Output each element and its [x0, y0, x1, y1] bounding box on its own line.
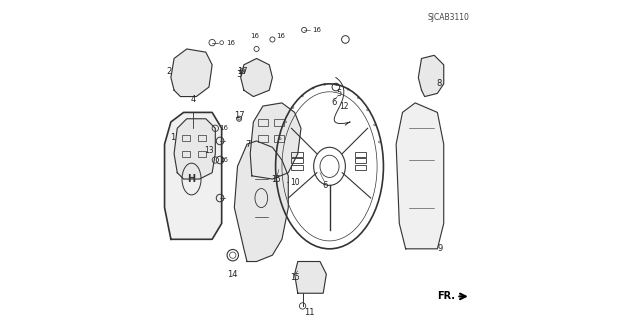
Text: 6: 6	[332, 99, 337, 108]
Text: 5: 5	[337, 89, 342, 98]
Polygon shape	[241, 59, 273, 97]
Polygon shape	[171, 49, 212, 97]
Polygon shape	[419, 55, 444, 97]
Text: H: H	[188, 174, 196, 184]
Text: 7: 7	[245, 140, 250, 148]
Text: 16: 16	[276, 33, 285, 39]
Text: 15: 15	[290, 273, 300, 282]
Text: 17: 17	[234, 111, 244, 120]
Text: 2: 2	[166, 67, 172, 76]
Text: 17: 17	[237, 67, 248, 76]
Text: 3: 3	[236, 70, 242, 79]
Text: 6: 6	[322, 181, 328, 190]
Text: 14: 14	[227, 270, 238, 279]
Text: 12: 12	[340, 101, 349, 111]
Text: 16: 16	[219, 157, 228, 163]
Text: 16: 16	[227, 40, 236, 46]
Text: 16: 16	[219, 125, 228, 131]
Text: 13: 13	[204, 146, 214, 155]
Text: FR.: FR.	[437, 292, 455, 301]
Text: 4: 4	[191, 95, 196, 104]
Polygon shape	[250, 103, 301, 179]
Text: 11: 11	[303, 308, 314, 317]
Text: 15: 15	[271, 174, 280, 184]
Text: SJCAB3110: SJCAB3110	[428, 13, 469, 22]
Text: 9: 9	[438, 244, 443, 253]
Polygon shape	[174, 119, 215, 179]
Text: 16: 16	[312, 27, 321, 33]
Text: 1: 1	[170, 133, 175, 142]
Polygon shape	[164, 112, 221, 239]
Polygon shape	[294, 261, 326, 293]
Polygon shape	[234, 141, 288, 261]
Polygon shape	[396, 103, 444, 249]
Text: 8: 8	[436, 79, 442, 88]
Text: 16: 16	[250, 33, 259, 39]
Text: 10: 10	[290, 178, 300, 187]
